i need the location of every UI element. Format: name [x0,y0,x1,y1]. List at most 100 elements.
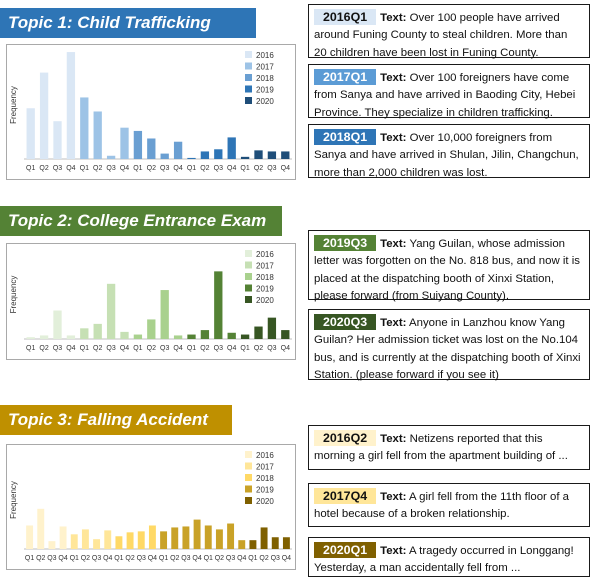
bar [39,72,49,159]
x-tick-label: Q2 [147,345,156,352]
x-tick-label: Q4 [120,165,129,172]
bar [281,330,290,339]
y-axis-label: Frequency [9,276,18,314]
topic-2-annotation-1: 2019Q3 Text: Yang Guilan, whose admission… [308,230,590,302]
x-tick-label: Q3 [53,165,62,172]
bar [214,149,223,159]
legend-swatch [245,474,252,481]
bar [267,317,277,339]
bar [80,97,89,159]
bar [227,523,235,549]
x-tick-label: Q3 [92,555,101,562]
bar [115,536,123,549]
x-tick-label: Q3 [160,165,169,172]
period-tag: 2019Q3 [314,235,377,251]
x-tick-label: Q1 [80,165,89,172]
bar [200,151,210,159]
bar [254,326,263,339]
bar [171,527,179,549]
x-tick-label: Q2 [200,165,209,172]
x-tick-label: Q2 [93,165,102,172]
bar [200,330,210,339]
x-tick-label: Q2 [254,165,263,172]
x-tick-label: Q2 [125,555,134,562]
legend-label: 2019 [256,285,274,294]
x-tick-label: Q4 [237,555,246,562]
x-tick-label: Q3 [106,345,115,352]
text-label: Text: [380,12,407,24]
x-tick-label: Q4 [192,555,201,562]
x-tick-label: Q1 [25,555,34,562]
bar [137,531,145,549]
x-tick-label: Q3 [181,555,190,562]
x-tick-label: Q4 [66,165,75,172]
legend-swatch [245,284,252,292]
topic-3-chart: Frequency Q1 Q2 Q3 Q4 Q1 Q2 Q3 Q4 Q1 Q2 Q3 Q4 Q1 Q2 Q3 Q… [6,444,296,570]
bar [214,271,223,339]
legend-label: 2018 [256,273,274,282]
legend-swatch [245,497,252,504]
annotation-text: A girl fell from the 11th floor of a hot… [314,491,569,521]
legend-swatch [245,273,252,280]
x-tick-label: Q1 [248,555,257,562]
period-tag: 2016Q1 [314,9,377,25]
legend-swatch [245,85,252,93]
x-tick-label: Q3 [106,165,115,172]
legend-label: 2019 [256,486,274,495]
bar [240,156,250,159]
x-tick-label: Q4 [173,165,182,172]
x-tick-label: Q2 [215,555,224,562]
bar [93,111,102,159]
text-label: Text: [380,545,407,557]
bar [120,331,129,339]
bar [160,290,169,339]
bar [26,525,34,549]
period-tag: 2017Q4 [314,488,377,504]
y-axis-label: Frequency [9,86,18,124]
x-tick-label: Q2 [39,165,48,172]
legend-label: 2016 [256,51,274,60]
legend-swatch [245,97,252,104]
legend-label: 2017 [256,463,274,472]
x-tick-label: Q1 [240,165,249,172]
bar [281,151,290,159]
topic-3-annotation-3: 2020Q1 Text: A tragedy occurred in Longga… [308,537,590,577]
bar [53,121,62,159]
x-tick-label: Q1 [204,555,213,562]
x-tick-label: Q2 [93,345,102,352]
bar [204,525,212,549]
legend-label: 2020 [256,296,274,305]
bar [187,334,196,339]
topic-1-title: Topic 1: Child Trafficking [0,8,256,38]
x-tick-label: Q4 [148,555,157,562]
bar [173,141,183,159]
bar [37,508,45,549]
annotation-text: Over 100 people have arrived around Funi… [314,12,568,59]
topic-3-annotation-2: 2017Q4 Text: A girl fell from the 11th fl… [308,483,590,527]
bar [173,335,183,339]
x-tick-label: Q1 [26,165,35,172]
bar [282,537,290,549]
annotation-text: Anyone in Lanzhou know Yang Guilan? Her … [314,317,581,381]
bar [238,540,246,549]
bar [66,335,76,339]
topic-3-title: Topic 3: Falling Accident [0,405,232,435]
x-tick-label: Q1 [187,165,196,172]
bar [133,130,143,159]
x-tick-label: Q3 [160,345,169,352]
legend-swatch [245,451,252,458]
x-tick-label: Q1 [133,165,142,172]
legend-swatch [245,62,252,70]
bar [106,283,116,339]
legend-label: 2020 [256,497,274,506]
x-tick-label: Q3 [53,345,62,352]
x-tick-label: Q4 [282,555,291,562]
bar [254,150,263,159]
legend-swatch [245,485,252,493]
topic-1-annotation-3: 2018Q1 Text: Over 10,000 foreigners from … [308,124,590,179]
x-tick-label: Q2 [259,555,268,562]
bar [80,328,89,339]
bar [126,532,134,549]
legend-label: 2016 [256,451,274,460]
